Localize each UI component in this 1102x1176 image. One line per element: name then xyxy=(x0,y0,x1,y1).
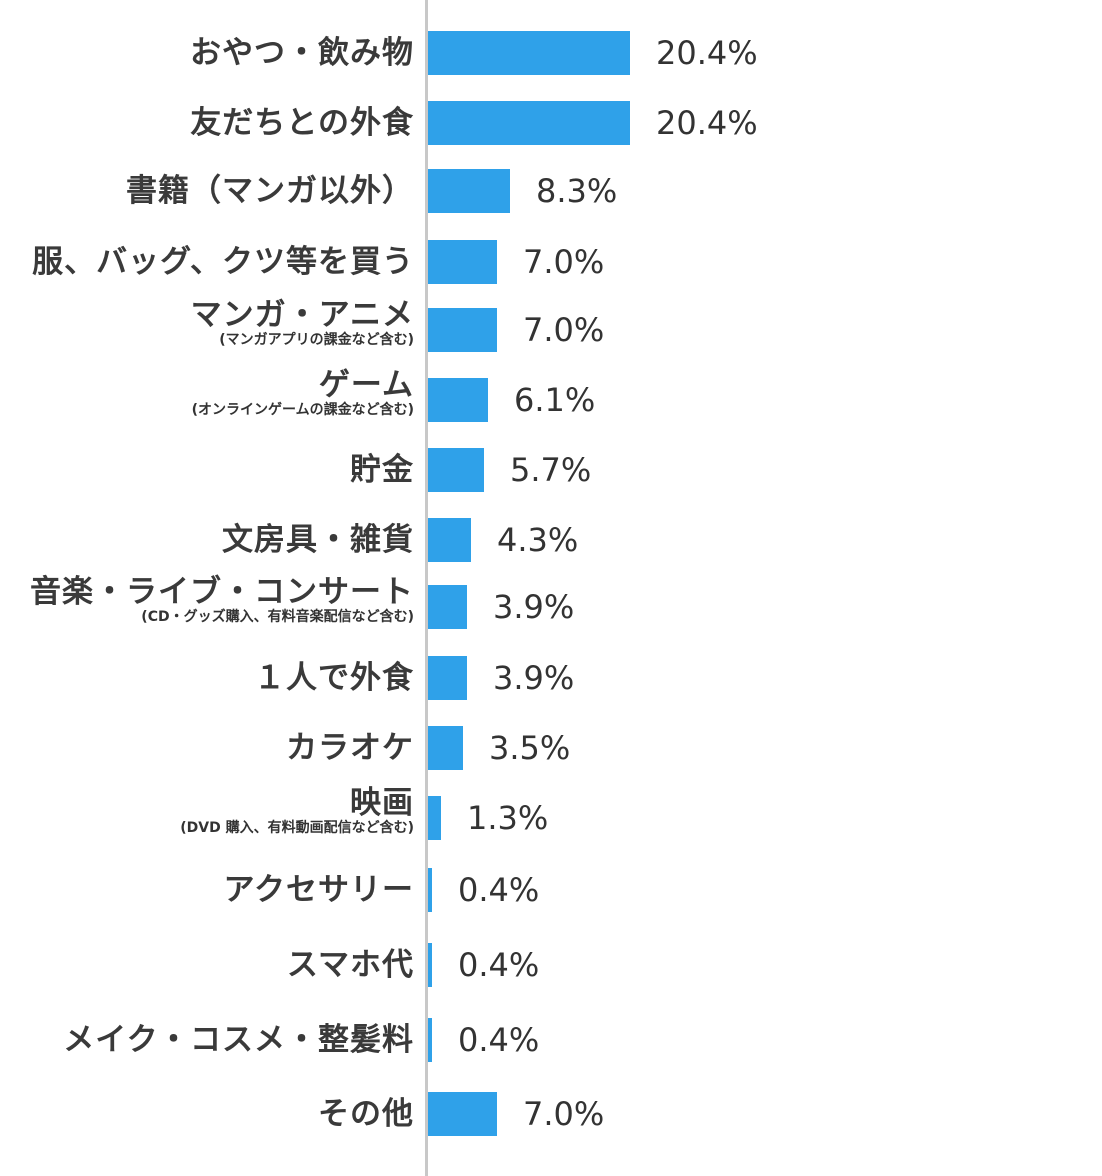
category-label: 服、バッグ、クツ等を買う xyxy=(32,245,414,279)
category-label-main: スマホ代 xyxy=(286,947,414,983)
category-label-note: (DVD 購入、有料動画配信など含む) xyxy=(180,820,414,836)
bar xyxy=(428,943,432,987)
category-label: 貯金 xyxy=(350,453,414,487)
category-label-main: マンガ・アニメ xyxy=(190,297,414,333)
bar xyxy=(428,169,510,213)
value-label: 20.4% xyxy=(656,104,758,142)
value-label: 3.9% xyxy=(493,659,575,697)
category-label-main: １人で外食 xyxy=(254,660,414,696)
category-label-main: 友だちとの外食 xyxy=(190,105,414,141)
category-label-main: 音楽・ライブ・コンサート xyxy=(30,574,414,610)
category-label: マンガ・アニメ (マンガアプリの課金など含む) xyxy=(191,298,414,348)
bar xyxy=(428,448,484,492)
bar xyxy=(428,868,432,912)
category-label-main: カラオケ xyxy=(286,730,414,766)
bar xyxy=(428,726,463,770)
category-label: メイク・コスメ・整髪料 xyxy=(63,1023,414,1057)
category-label-main: 書籍（マンガ以外） xyxy=(126,173,414,209)
category-label-note: (オンラインゲームの課金など含む) xyxy=(191,402,414,418)
category-label: おやつ・飲み物 xyxy=(190,36,414,70)
value-label: 0.4% xyxy=(458,1021,540,1059)
bar xyxy=(428,31,630,75)
category-label: アクセサリー xyxy=(224,873,414,907)
category-label: その他 xyxy=(318,1097,414,1131)
value-label: 6.1% xyxy=(514,381,596,419)
value-label: 8.3% xyxy=(536,172,618,210)
bar xyxy=(428,240,497,284)
category-label-note: (CD・グッズ購入、有料音楽配信など含む) xyxy=(141,609,414,625)
category-label-main: 貯金 xyxy=(350,452,414,488)
category-label: 文房具・雑貨 xyxy=(222,523,414,557)
value-label: 4.3% xyxy=(497,521,579,559)
value-label: 1.3% xyxy=(467,799,549,837)
category-label-main: 映画 xyxy=(350,785,414,821)
bar xyxy=(428,378,488,422)
value-label: 3.9% xyxy=(493,588,575,626)
value-label: 7.0% xyxy=(523,1095,605,1133)
category-label: カラオケ xyxy=(286,731,414,765)
value-label: 5.7% xyxy=(510,451,592,489)
bar xyxy=(428,101,630,145)
bar xyxy=(428,1018,432,1062)
category-label: 音楽・ライブ・コンサート (CD・グッズ購入、有料音楽配信など含む) xyxy=(30,575,414,625)
value-label: 0.4% xyxy=(458,871,540,909)
value-label: 7.0% xyxy=(523,243,605,281)
value-label: 7.0% xyxy=(523,311,605,349)
bar xyxy=(428,796,441,840)
category-label-main: その他 xyxy=(318,1096,414,1132)
category-axis-line xyxy=(425,0,428,1176)
category-label-main: アクセサリー xyxy=(223,872,414,908)
bar xyxy=(428,585,467,629)
category-label: １人で外食 xyxy=(254,661,414,695)
category-label: スマホ代 xyxy=(287,948,414,982)
category-label-main: 文房具・雑貨 xyxy=(222,522,414,558)
category-label: 友だちとの外食 xyxy=(190,106,414,140)
category-label-main: おやつ・飲み物 xyxy=(190,35,414,71)
category-label-note: (マンガアプリの課金など含む) xyxy=(219,332,414,348)
bar xyxy=(428,656,467,700)
bar xyxy=(428,308,497,352)
category-label: ゲーム (オンラインゲームの課金など含む) xyxy=(192,368,414,418)
category-label-main: メイク・コスメ・整髪料 xyxy=(63,1022,414,1058)
value-label: 0.4% xyxy=(458,946,540,984)
category-label: 映画 (DVD 購入、有料動画配信など含む) xyxy=(180,786,414,836)
value-label: 20.4% xyxy=(656,34,758,72)
category-label-main: ゲーム xyxy=(318,367,414,403)
bar xyxy=(428,1092,497,1136)
value-label: 3.5% xyxy=(489,729,571,767)
category-label: 書籍（マンガ以外） xyxy=(126,174,414,208)
bar xyxy=(428,518,471,562)
category-label-main: 服、バッグ、クツ等を買う xyxy=(32,244,414,280)
